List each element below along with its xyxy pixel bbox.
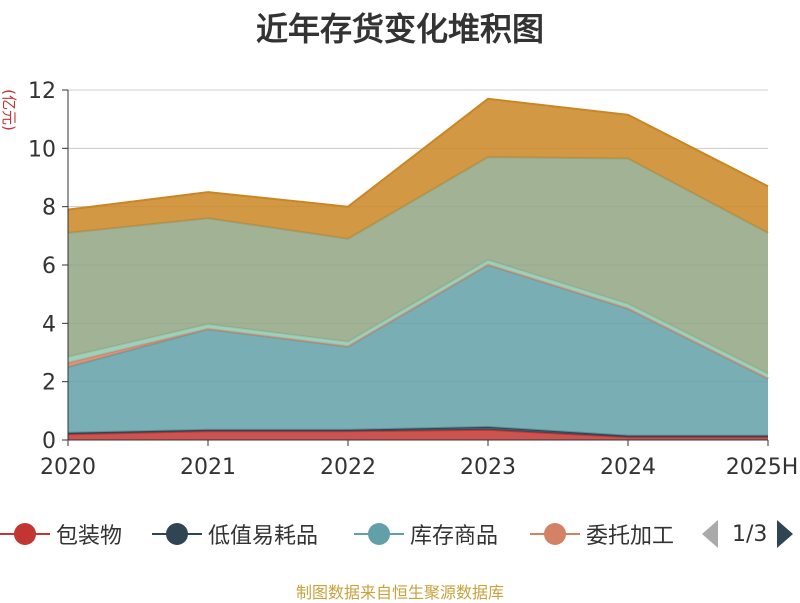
x-tick-label: 2020 xyxy=(40,455,96,480)
legend-item-packaging[interactable]: 包装物 xyxy=(0,514,122,554)
area-series-2 xyxy=(68,265,768,436)
y-tick-label: 8 xyxy=(42,196,56,221)
next-page-icon[interactable] xyxy=(777,520,794,548)
legend-marker-icon xyxy=(0,522,50,546)
chart-title: 近年存货变化堆积图 xyxy=(255,10,544,48)
y-tick-label: 0 xyxy=(42,429,56,454)
legend-marker-icon xyxy=(354,522,404,546)
axes: 0 2 4 6 8 10 12 2020 2021 2022 2023 2024 2025H xyxy=(28,79,798,480)
x-tick-label: 2022 xyxy=(320,455,376,480)
area-series-layer xyxy=(67,97,769,440)
area-series-5 xyxy=(68,157,768,374)
legend-marker-icon xyxy=(152,522,202,546)
area-line-series-6 xyxy=(67,97,769,211)
legend-page-indicator: 1/3 xyxy=(732,521,768,547)
legend-label: 库存商品 xyxy=(410,524,499,549)
area-series-6 xyxy=(68,98,768,239)
legend-label: 包装物 xyxy=(56,524,123,549)
legend-item-consigned-processing[interactable]: 委托加工 xyxy=(530,514,674,554)
y-tick-label: 6 xyxy=(42,254,56,279)
area-series-1 xyxy=(68,426,768,438)
legend-item-low-value-consumables[interactable]: 低值易耗品 xyxy=(152,514,318,554)
data-source-note: 制图数据来自恒生聚源数据库 xyxy=(295,583,504,602)
y-tick-label: 10 xyxy=(28,137,56,162)
y-tick-label: 12 xyxy=(28,79,56,104)
x-tick-label: 2024 xyxy=(600,455,656,480)
prev-page-icon[interactable] xyxy=(702,520,718,548)
x-tick-label: 2023 xyxy=(460,455,516,480)
legend-label: 低值易耗品 xyxy=(208,524,319,549)
legend-item-inventory-goods[interactable]: 库存商品 xyxy=(354,514,498,554)
y-tick-label: 2 xyxy=(42,371,56,396)
x-tick-label: 2021 xyxy=(180,455,236,480)
y-tick-label: 4 xyxy=(42,312,56,337)
legend-label: 委托加工 xyxy=(586,524,675,549)
x-tick-label: 2025H xyxy=(726,455,799,480)
legend: 包装物 低值易耗品 库存商品 委托加工 1/3 xyxy=(0,514,800,554)
area-series-0 xyxy=(68,429,768,440)
legend-pager: 1/3 xyxy=(702,514,794,554)
legend-marker-icon xyxy=(530,522,580,546)
